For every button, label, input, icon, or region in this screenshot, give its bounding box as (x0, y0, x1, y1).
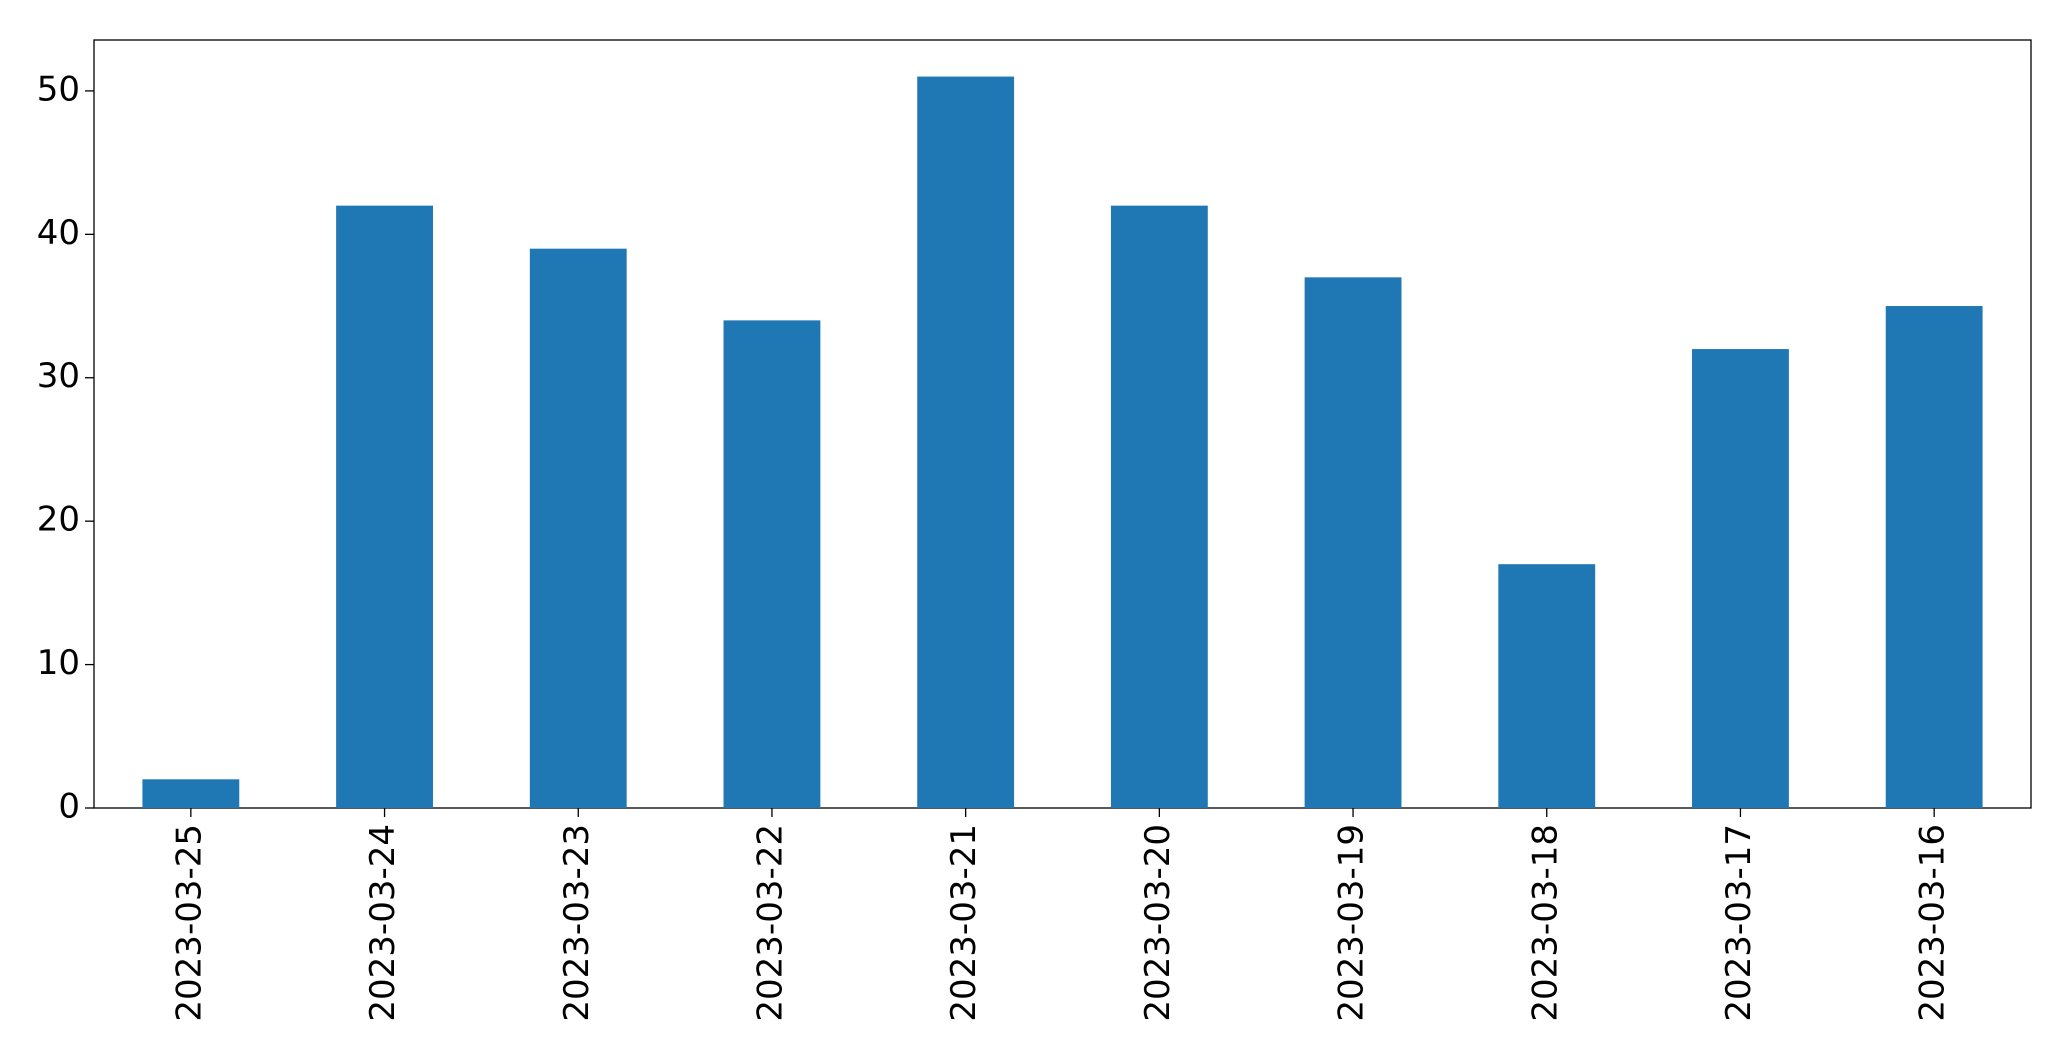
bar (1304, 277, 1402, 809)
x-tick-label: 2023-03-16 (1913, 824, 1953, 1022)
bar (1692, 349, 1789, 808)
x-tick-label: 2023-03-24 (363, 824, 403, 1022)
bar (723, 320, 821, 808)
x-tick-label: 2023-03-22 (750, 824, 790, 1022)
x-tick-label: 2023-03-25 (169, 824, 209, 1022)
bar (1885, 306, 1983, 808)
x-tick-label: 2023-03-18 (1525, 824, 1565, 1022)
bar (529, 248, 627, 809)
y-tick-label: 40 (37, 213, 80, 253)
x-tick-label: 2023-03-23 (557, 824, 597, 1022)
plot-frame (93, 39, 2032, 809)
bar (1498, 564, 1596, 808)
y-tick-label: 10 (37, 643, 80, 683)
bar (917, 76, 1015, 809)
y-tick-label: 30 (37, 356, 80, 396)
bar (1110, 205, 1208, 808)
x-tick-label: 2023-03-19 (1332, 824, 1372, 1022)
bar (142, 779, 240, 808)
y-tick-label: 0 (58, 787, 80, 827)
x-tick-label: 2023-03-21 (944, 824, 984, 1022)
x-tick-label: 2023-03-20 (1138, 824, 1178, 1022)
bar (336, 205, 433, 808)
y-tick-label: 50 (37, 69, 80, 109)
x-tick-label: 2023-03-17 (1719, 824, 1759, 1022)
y-tick-label: 20 (37, 500, 80, 540)
